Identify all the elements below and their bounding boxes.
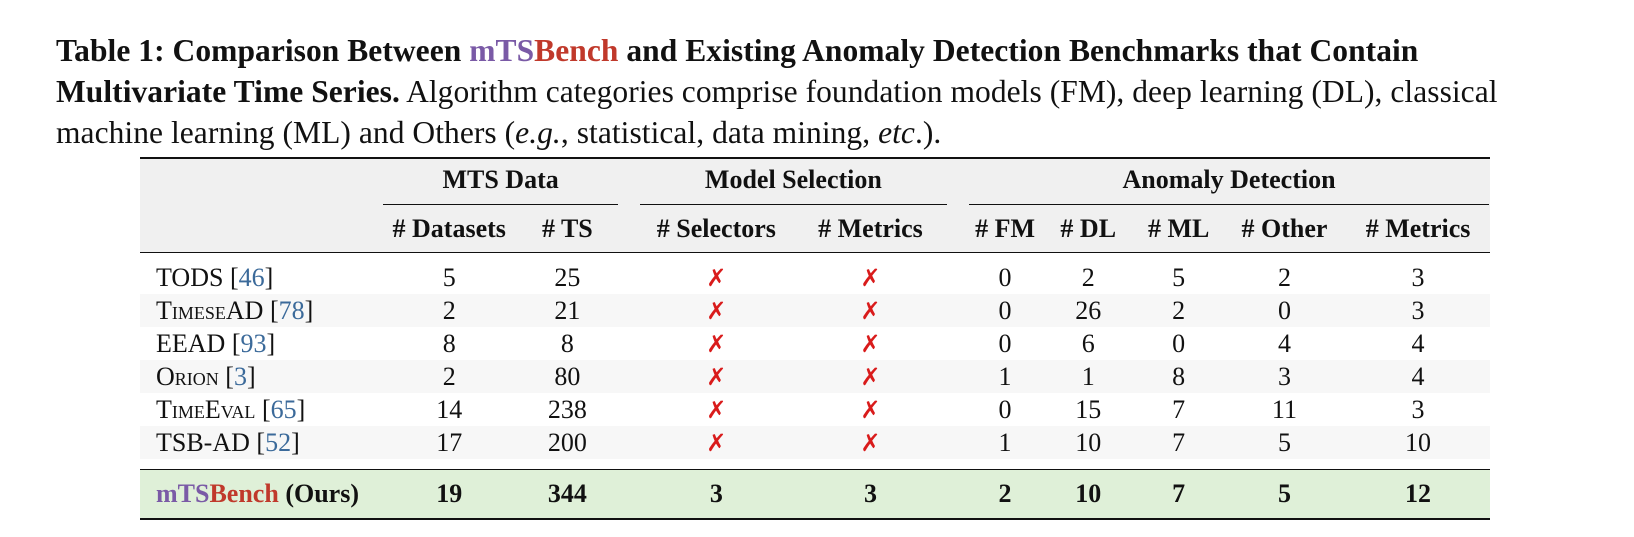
table-row: TimeEval [65] 14 238 ✗ ✗ 0 15 7 11 3 xyxy=(140,393,1490,426)
cross-icon: ✗ xyxy=(860,329,881,358)
group-mts-data: MTS Data xyxy=(382,158,619,206)
citation-link[interactable]: 93 xyxy=(240,328,267,358)
table-caption: Table 1: Comparison Between mTSBench and… xyxy=(56,30,1586,153)
cross-icon: ✗ xyxy=(860,263,881,292)
caption-eg: e.g. xyxy=(515,115,561,150)
group-anomaly-detection: Anomaly Detection xyxy=(968,158,1490,206)
brand-name-part1: mTS xyxy=(469,33,535,68)
col-ml: # ML xyxy=(1134,206,1223,253)
header-empty xyxy=(140,158,383,206)
cross-icon: ✗ xyxy=(706,395,727,424)
table-row: TimeseAD [78] 2 21 ✗ ✗ 0 26 2 0 3 xyxy=(140,294,1490,327)
caption-body-3: .). xyxy=(914,115,942,150)
cross-icon: ✗ xyxy=(639,360,794,393)
citation-link[interactable]: 46 xyxy=(238,262,265,292)
caption-etc: etc xyxy=(878,115,915,150)
citation-link[interactable]: 3 xyxy=(233,361,247,391)
cross-icon: ✗ xyxy=(639,294,794,327)
group-model-selection: Model Selection xyxy=(639,158,948,206)
caption-body-2: , statistical, data mining, xyxy=(560,115,879,150)
cross-icon: ✗ xyxy=(793,294,948,327)
col-other: # Other xyxy=(1222,206,1347,253)
table-row: TSB-AD [52] 17 200 ✗ ✗ 1 10 7 5 10 xyxy=(140,426,1490,459)
caption-label: Table 1: Comparison Between xyxy=(56,33,470,68)
col-fm: # FM xyxy=(968,206,1043,253)
col-dl: # DL xyxy=(1042,206,1135,253)
col-ms-metrics: # Metrics xyxy=(793,206,948,253)
citation-link[interactable]: 78 xyxy=(278,295,305,325)
comparison-table: MTS Data Model Selection Anomaly Detecti… xyxy=(140,157,1490,520)
brand-name-part1: mTS xyxy=(156,479,210,508)
brand-name-part2: Bench xyxy=(534,33,619,68)
cross-icon: ✗ xyxy=(706,329,727,358)
cross-icon: ✗ xyxy=(860,395,881,424)
brand-name-part2: Bench xyxy=(209,479,279,508)
cross-icon: ✗ xyxy=(793,360,948,393)
cross-icon: ✗ xyxy=(639,426,794,459)
cross-icon: ✗ xyxy=(793,426,948,459)
citation-link[interactable]: 52 xyxy=(265,427,292,457)
col-datasets: # Datasets xyxy=(382,206,516,253)
citation-link[interactable]: 65 xyxy=(270,394,297,424)
col-ts: # TS xyxy=(516,206,619,253)
caption-title: and Existing Anomaly Detection Benchmark… xyxy=(56,33,1419,109)
caption-body-1: Algorithm categories comprise foundation… xyxy=(56,74,1498,150)
cross-icon: ✗ xyxy=(706,263,727,292)
col-selectors: # Selectors xyxy=(639,206,794,253)
col-ad-metrics: # Metrics xyxy=(1346,206,1490,253)
